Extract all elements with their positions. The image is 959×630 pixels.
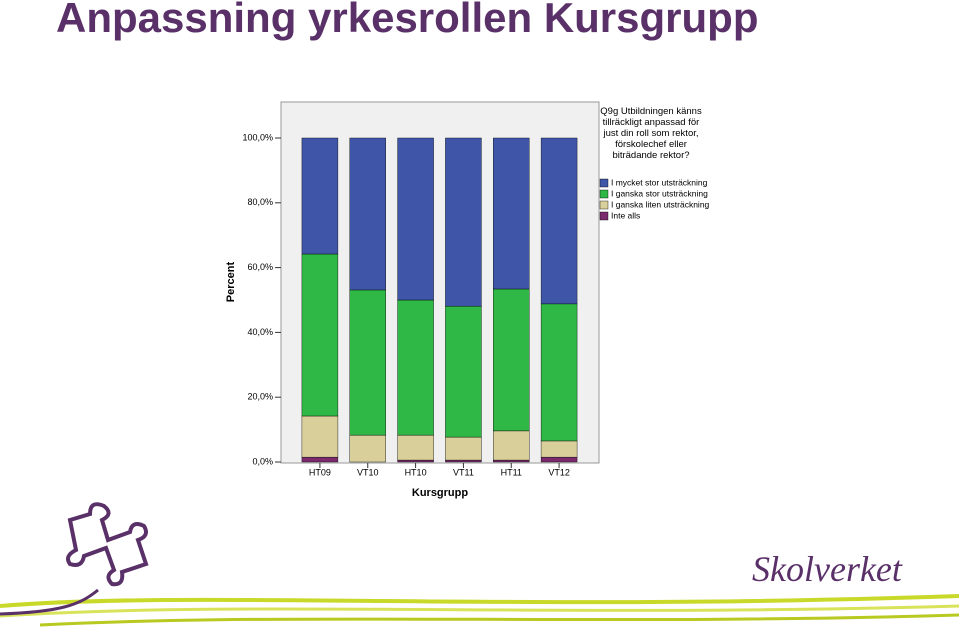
bar-segment [397, 299, 434, 436]
bar-segment [540, 456, 578, 463]
y-tick-label: 20,0% [247, 392, 273, 402]
y-tick-label: 0,0% [252, 456, 273, 466]
y-tick-label: 80,0% [247, 197, 273, 207]
bar-segment [349, 137, 386, 291]
x-tick-label: HT10 [405, 467, 427, 477]
legend-label: Inte alls [611, 210, 640, 220]
bar-segment [301, 137, 339, 255]
decor-swoosh [0, 594, 959, 608]
x-axis-label: Kursgrupp [412, 487, 469, 499]
y-tick-label: 100,0% [242, 132, 273, 142]
decor-swoosh [39, 613, 959, 627]
bar-segment [493, 288, 530, 432]
legend-swatch [599, 211, 609, 221]
x-tick-label: VT10 [357, 467, 379, 477]
bar-segment [493, 137, 530, 290]
y-tick-label: 40,0% [247, 327, 273, 337]
legend-title: Q9g Utbildningen känns tillräckligt anpa… [600, 106, 702, 161]
legend-swatch [599, 189, 609, 199]
legend-label: I mycket stor utsträckning [611, 177, 708, 187]
y-tick-label: 60,0% [247, 262, 273, 272]
x-tick-label: VT11 [453, 467, 474, 477]
decor-puzzle [66, 502, 149, 587]
bar-segment [540, 137, 578, 305]
bar-segment [349, 434, 386, 463]
slide-title: Anpassning yrkesrollen Kursgrupp [56, 0, 759, 41]
bar-segment [301, 456, 339, 463]
bar-segment [493, 430, 530, 461]
logo: Skolverket [752, 549, 902, 589]
x-tick-label: VT12 [548, 467, 570, 477]
y-axis-label: Percent [225, 261, 237, 302]
bar-segment [445, 459, 482, 463]
bar-segment [445, 305, 482, 438]
decor-swoosh [0, 604, 959, 618]
legend-label: I ganska liten utsträckning [611, 199, 710, 209]
x-tick-label: HT09 [309, 467, 331, 477]
bar-segment [445, 436, 482, 461]
bar-segment [301, 253, 339, 417]
bar-segment [349, 289, 386, 436]
bar-segment [445, 137, 482, 307]
legend-swatch [599, 200, 609, 210]
decor-swoosh [0, 588, 99, 616]
bar-segment [493, 459, 530, 463]
bar-segment [397, 137, 434, 301]
bar-segment [397, 459, 434, 463]
bar-segment [540, 440, 578, 458]
bar-segment [301, 415, 339, 458]
legend-swatch [599, 178, 609, 188]
bar-segment [540, 303, 578, 442]
bar-segment [397, 434, 434, 461]
x-tick-label: HT11 [501, 467, 522, 477]
legend-label: I ganska stor utsträckning [611, 188, 708, 198]
